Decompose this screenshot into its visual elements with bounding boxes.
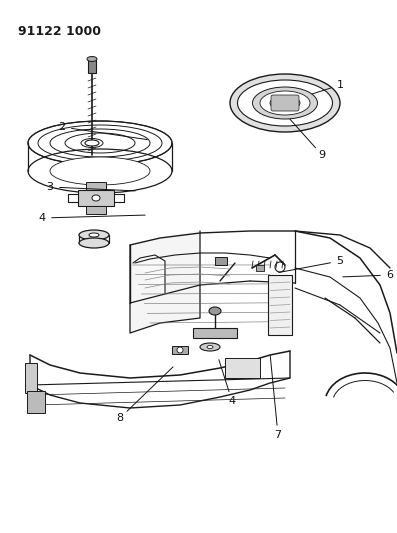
Ellipse shape [79, 238, 109, 248]
Circle shape [177, 347, 183, 353]
Bar [27, 391, 45, 413]
Text: 8: 8 [116, 413, 123, 423]
Ellipse shape [79, 230, 109, 240]
Ellipse shape [85, 140, 99, 146]
Ellipse shape [92, 195, 100, 201]
Ellipse shape [270, 96, 300, 110]
Ellipse shape [87, 56, 97, 61]
FancyBboxPatch shape [271, 95, 299, 111]
Text: 1: 1 [337, 80, 343, 90]
Ellipse shape [277, 99, 293, 107]
Text: 91122 1000: 91122 1000 [18, 25, 101, 38]
Ellipse shape [237, 80, 333, 126]
Ellipse shape [260, 91, 310, 115]
Ellipse shape [230, 74, 340, 132]
Text: 2: 2 [58, 122, 66, 132]
Ellipse shape [209, 307, 221, 315]
Ellipse shape [89, 233, 99, 237]
Ellipse shape [200, 343, 220, 351]
Bar [215, 257, 227, 265]
Bar [256, 265, 264, 271]
Bar [268, 275, 292, 335]
Text: 3: 3 [46, 182, 54, 192]
Polygon shape [133, 255, 165, 293]
Bar [88, 59, 96, 73]
Text: 7: 7 [274, 430, 281, 440]
Text: 4: 4 [39, 213, 46, 223]
Bar [86, 182, 106, 190]
Ellipse shape [252, 87, 318, 119]
Bar [86, 206, 106, 214]
Text: 4: 4 [228, 396, 235, 406]
Text: 9: 9 [318, 150, 326, 160]
Text: 5: 5 [337, 256, 343, 266]
Bar [78, 190, 114, 206]
Ellipse shape [28, 121, 172, 165]
Bar [193, 328, 237, 338]
Bar [172, 346, 188, 354]
Polygon shape [130, 231, 200, 333]
Bar [25, 363, 37, 393]
Text: 6: 6 [387, 270, 393, 280]
Ellipse shape [50, 157, 150, 185]
Bar [225, 358, 260, 378]
Ellipse shape [207, 345, 213, 349]
